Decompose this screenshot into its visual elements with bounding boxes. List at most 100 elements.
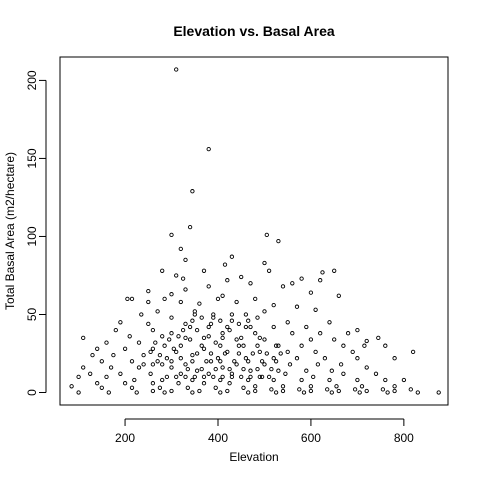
data-point bbox=[122, 381, 128, 386]
data-point bbox=[132, 377, 137, 383]
data-point bbox=[69, 384, 74, 389]
data-point bbox=[222, 351, 228, 356]
data-point bbox=[180, 327, 186, 333]
data-point bbox=[234, 362, 239, 367]
data-point bbox=[183, 335, 188, 341]
data-point bbox=[241, 385, 246, 390]
data-point bbox=[332, 268, 337, 273]
data-point bbox=[357, 390, 362, 395]
data-point bbox=[301, 390, 307, 395]
data-point bbox=[99, 359, 104, 364]
data-point bbox=[280, 384, 286, 389]
data-point bbox=[187, 337, 193, 342]
data-point bbox=[204, 359, 209, 364]
data-point bbox=[313, 307, 318, 312]
data-point bbox=[178, 356, 183, 361]
data-point bbox=[174, 67, 179, 72]
data-point bbox=[187, 324, 193, 330]
data-point bbox=[150, 388, 156, 394]
data-point bbox=[266, 374, 272, 380]
data-point bbox=[104, 374, 109, 380]
data-point bbox=[190, 318, 195, 323]
x-axis: 200 400 600 800 bbox=[115, 418, 414, 445]
data-point bbox=[169, 315, 174, 320]
data-point bbox=[81, 365, 86, 370]
data-point bbox=[239, 335, 244, 341]
x-tick-label: 400 bbox=[208, 431, 228, 445]
data-point bbox=[290, 331, 295, 336]
data-point bbox=[169, 365, 174, 370]
data-point bbox=[287, 362, 293, 367]
data-point bbox=[248, 281, 253, 286]
data-point bbox=[415, 390, 420, 395]
data-point bbox=[257, 349, 262, 355]
data-point bbox=[225, 324, 230, 330]
data-point bbox=[197, 388, 202, 394]
data-point bbox=[129, 359, 135, 364]
data-point bbox=[190, 377, 195, 383]
data-point bbox=[334, 384, 339, 389]
y-tick-label: 0 bbox=[25, 389, 39, 396]
data-point bbox=[241, 343, 246, 348]
data-point bbox=[278, 351, 283, 356]
data-point bbox=[283, 371, 288, 376]
data-point bbox=[329, 368, 334, 373]
data-point bbox=[304, 324, 309, 330]
data-point bbox=[297, 387, 302, 392]
data-point bbox=[236, 343, 242, 348]
x-tick-label: 600 bbox=[301, 431, 321, 445]
data-point bbox=[246, 390, 251, 395]
data-point bbox=[178, 246, 183, 252]
data-point bbox=[206, 146, 211, 152]
data-point bbox=[134, 390, 139, 395]
data-point bbox=[197, 301, 202, 306]
data-point bbox=[255, 366, 260, 372]
data-point bbox=[276, 238, 281, 244]
data-point bbox=[273, 390, 279, 395]
data-point bbox=[106, 390, 111, 395]
data-point bbox=[246, 359, 251, 364]
data-point bbox=[229, 374, 235, 380]
data-point bbox=[164, 374, 170, 380]
data-point bbox=[262, 362, 267, 367]
data-point bbox=[99, 385, 104, 390]
data-point bbox=[129, 296, 135, 302]
data-point bbox=[262, 337, 267, 342]
y-axis-label: Total Basal Area (m2/hectare) bbox=[3, 152, 17, 310]
data-point bbox=[308, 384, 314, 389]
data-point bbox=[150, 346, 156, 351]
data-point bbox=[227, 366, 232, 372]
data-point bbox=[246, 318, 251, 323]
data-point bbox=[178, 299, 183, 305]
data-point bbox=[364, 365, 369, 370]
data-point bbox=[338, 362, 344, 367]
data-point bbox=[190, 359, 195, 364]
data-point bbox=[194, 368, 200, 373]
data-point bbox=[160, 377, 165, 383]
data-point bbox=[336, 293, 341, 298]
data-point bbox=[315, 362, 321, 367]
data-point bbox=[308, 337, 314, 342]
data-point bbox=[199, 315, 204, 320]
data-point bbox=[220, 374, 225, 380]
data-point bbox=[167, 337, 172, 342]
data-point bbox=[227, 327, 232, 333]
data-point bbox=[206, 284, 211, 289]
data-point bbox=[248, 374, 253, 380]
data-point bbox=[146, 288, 151, 294]
data-point bbox=[146, 321, 151, 327]
data-point bbox=[280, 388, 286, 394]
data-point bbox=[262, 309, 267, 314]
data-point bbox=[162, 296, 167, 302]
data-point bbox=[392, 356, 397, 361]
data-point bbox=[253, 331, 258, 336]
data-point bbox=[355, 377, 360, 383]
data-point bbox=[211, 374, 216, 380]
data-point bbox=[218, 343, 223, 348]
data-point bbox=[271, 356, 276, 361]
data-point bbox=[199, 366, 204, 372]
data-point bbox=[304, 368, 309, 373]
data-point bbox=[236, 351, 242, 356]
y-axis: 0 50 100 150 200 bbox=[25, 70, 47, 396]
data-point bbox=[341, 343, 346, 348]
